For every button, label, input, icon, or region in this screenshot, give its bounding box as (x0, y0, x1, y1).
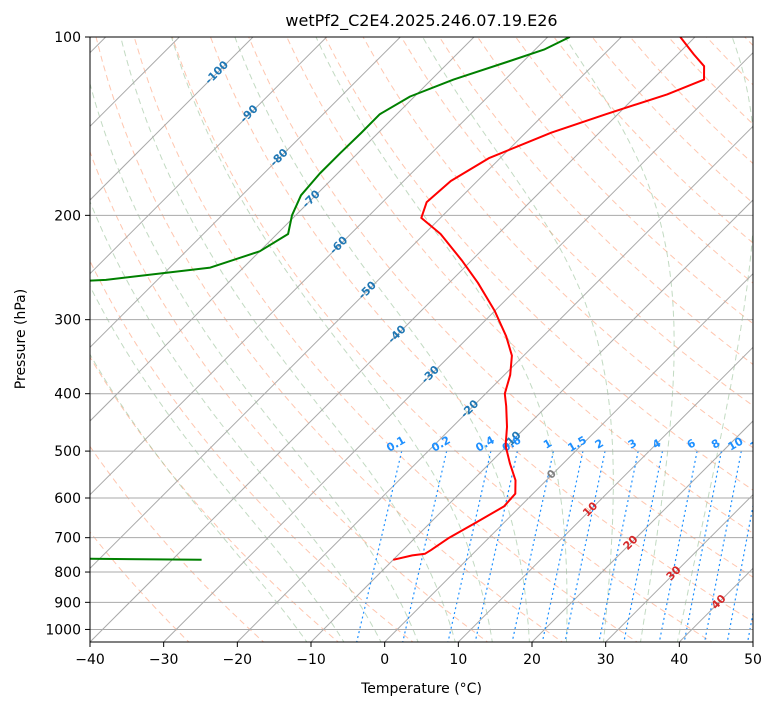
moist-adiabat (234, 37, 530, 642)
isotherm-line (310, 199, 753, 642)
dry-adiabat (171, 37, 713, 642)
y-tick-label: 100 (54, 30, 81, 46)
temperature-line (392, 37, 706, 561)
x-tick-label: −10 (296, 652, 326, 668)
y-axis-label: Pressure (hPa) (13, 289, 29, 389)
x-tick-label: −30 (149, 652, 179, 668)
x-tick-label: −40 (75, 652, 105, 668)
isotherm-line (457, 346, 753, 642)
y-tick-label: 600 (54, 491, 81, 507)
x-tick-label: −20 (223, 652, 253, 668)
mixing-ratio-label: 16 (768, 434, 775, 453)
isotherm-line (163, 51, 753, 642)
dry-adiabat (553, 37, 753, 244)
mixing-ratio-label: 6 (685, 436, 698, 451)
mixing-ratio-line (658, 450, 698, 642)
mixing-ratio-line (704, 450, 742, 642)
y-tick-label: 200 (54, 208, 81, 224)
axes: −40 −30 −20 −10 0 10 20 30 40 50 100 200 300 400 500 60… (45, 30, 762, 668)
x-tick-label: 40 (670, 652, 688, 668)
dry-adiabat (248, 37, 753, 578)
dry-adiabat (477, 37, 753, 325)
isotherm-line (531, 420, 753, 642)
isotherm-line (90, 37, 328, 275)
profile-lines (90, 37, 706, 561)
plot-frame (89, 36, 754, 643)
background-lines (90, 37, 775, 642)
mixing-ratio-line (769, 451, 775, 642)
moist-adiabat (90, 285, 345, 642)
dry-adiabat (400, 37, 753, 407)
dry-adiabat (515, 37, 753, 284)
mixing-ratio-line (541, 450, 584, 642)
dry-adiabat (90, 259, 414, 642)
y-tick-label: 900 (54, 595, 81, 611)
x-tick-label: 20 (523, 652, 541, 668)
moist-adiabat (422, 37, 614, 642)
mixing-ratio-line (447, 450, 492, 642)
x-tick-label: 50 (744, 652, 762, 668)
x-axis-label: Temperature (°C) (360, 681, 482, 697)
y-tick-label: 800 (54, 565, 81, 581)
x-tick-label: 30 (597, 652, 615, 668)
isotherm-line (678, 567, 753, 642)
mixing-ratio-label: 3 (626, 437, 639, 452)
mixing-ratio-line (726, 502, 753, 642)
y-tick-label: 500 (54, 444, 81, 460)
x-tick-label: 10 (449, 652, 467, 668)
isotherm-line (384, 272, 753, 642)
dry-adiabat (286, 37, 753, 534)
y-tick-label: 400 (54, 387, 81, 403)
mixing-ratio-label: 1 (541, 437, 554, 452)
isotherm-line (90, 37, 549, 496)
y-tick-label: 1000 (45, 622, 81, 638)
isoline-labels: -100-90-80-70-60-50-40-30-20-10010203040… (202, 58, 775, 612)
y-tick-label: 700 (54, 531, 81, 547)
isotherm-line (236, 125, 753, 642)
y-tick-label: 300 (54, 313, 81, 329)
mixing-ratio-label: 13 (748, 435, 768, 454)
isotherm-line (90, 37, 622, 570)
mixing-ratio-line (402, 450, 448, 642)
dry-adiabat (591, 37, 753, 204)
moist-adiabat (90, 200, 382, 642)
isotherm-line (90, 37, 254, 201)
isotherm-line (90, 37, 475, 422)
mixing-ratio-line (474, 450, 518, 642)
x-tick-label: 0 (380, 652, 389, 668)
dry-adiabat (362, 37, 753, 449)
moist-adiabat (315, 37, 568, 642)
chart-title: wetPf2_C2E4.2025.246.07.19.E26 (285, 11, 557, 31)
dry-adiabat (90, 445, 265, 642)
mixing-ratio-label: 2 (593, 437, 606, 452)
isotherm-line (90, 37, 696, 642)
mixing-ratio-line (747, 609, 753, 642)
isotherm-line (605, 493, 753, 642)
mixing-ratio-line (564, 450, 606, 642)
dry-adiabat (438, 37, 753, 366)
isotherm-line (752, 641, 753, 642)
isotherm-line (90, 37, 401, 349)
dry-adiabat (744, 37, 753, 47)
dry-adiabat (210, 37, 753, 623)
mixing-ratio-line (683, 450, 723, 642)
moist-adiabat (90, 353, 308, 642)
dry-adiabat (324, 37, 753, 491)
moist-adiabat (90, 81, 419, 642)
dewpoint-line (90, 37, 571, 561)
